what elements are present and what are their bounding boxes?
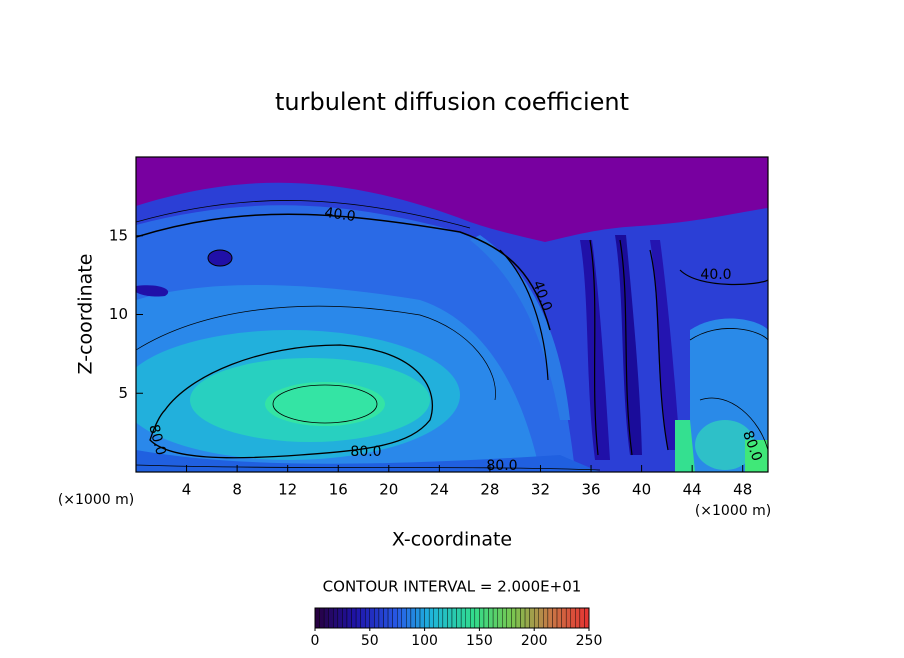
y-tick-label: 10 [109,305,128,323]
colorbar-cell [575,607,581,629]
colorbar-cell [419,607,425,629]
x-tick-label: 12 [278,481,297,499]
colorbar-cell [397,607,402,629]
x-tick-label: 36 [581,481,600,499]
colorbar-cell [529,607,535,629]
colorbar-frame [314,607,590,629]
colorbar-cell [337,607,343,629]
contour-lines [136,200,768,471]
colorbar-cell [561,607,567,629]
colorbar-cell [460,607,466,629]
colorbar-cell [584,607,590,629]
x-tick-label: 28 [480,481,499,499]
colorbar-cell [433,607,439,629]
colorbar-cell [410,607,416,629]
colorbar-cell [538,607,544,629]
colorbar-cell [442,607,448,629]
colorbar-cell [355,607,361,629]
colorbar-cell [479,607,485,629]
colorbar-cell [365,607,371,629]
colorbar-cell [579,607,585,629]
x-unit-label: (×1000 m) [695,503,771,519]
colorbar-cell [438,607,444,629]
colorbar-cell [415,607,421,629]
colorbar-cell [534,607,539,629]
colorbar-cell [451,607,457,629]
y-axis-label: Z-coordinate [75,254,97,375]
colorbar-cell [319,607,325,629]
colorbar-cell [323,607,329,629]
x-axis-label: X-coordinate [392,529,512,551]
colorbar-tick-label: 150 [466,633,493,649]
colorbar-cell [406,607,412,629]
colorbar-cell [333,607,339,629]
colorbar-cell [524,607,530,629]
colorbar-cell [565,607,571,629]
colorbar-cell [387,607,393,629]
colorbar-cell [392,607,398,629]
colorbar-tick-label: 250 [576,633,603,649]
colorbar-cell [369,607,375,629]
colorbar-cell [502,607,508,629]
colorbar-cell [374,607,380,629]
colorbar-cell [424,607,430,629]
colorbar-tick-label: 0 [311,633,320,649]
contour-interval: CONTOUR INTERVAL = 2.000E+01 [323,578,582,596]
colorbar-cell [342,607,348,629]
x-tick-label: 32 [531,481,550,499]
x-tick-label: 4 [182,481,192,499]
colorbar-cell [483,607,489,629]
colorbar-cell [346,607,352,629]
y-tick-label: 5 [118,384,128,402]
colorbar-cell [506,607,512,629]
colorbar-cell [547,607,553,629]
colorbar-cell [428,607,434,629]
colorbar-cell [474,607,480,629]
contour-label: 40.0 [323,205,356,225]
x-tick-label: 24 [430,481,449,499]
x-tick-label: 20 [379,481,398,499]
colorbar-cell [556,607,562,629]
colorbar-cell [470,607,476,629]
colorbar-cell [552,607,558,629]
colorbar-cell [492,607,498,629]
colorbar-tick-label: 100 [411,633,438,649]
contour-label: 40.0 [700,267,731,283]
x-tick-label: 44 [683,481,702,499]
colorbar-cell [378,607,384,629]
colorbar-cell [314,607,320,629]
colorbar-cell [360,607,366,629]
colorbar-cell [511,607,517,629]
colorbar-cell [543,607,549,629]
y-unit-label: (×1000 m) [58,492,134,508]
colorbar-tick-label: 50 [361,633,379,649]
colorbar-cell [515,607,521,629]
colorbar-cell [488,607,494,629]
colorbar-cell [401,607,407,629]
contour-field [136,157,768,472]
colorbar-cell [497,607,503,629]
colorbar-cell [570,607,576,629]
y-tick-label: 15 [109,226,128,244]
contour-label: 80.0 [350,444,381,460]
x-tick-label: 16 [329,481,348,499]
x-tick-label: 48 [733,481,752,499]
colorbar-cell [351,607,357,629]
contour-label: 80.0 [145,423,169,457]
contour-label: 80.0 [486,458,517,474]
x-tick-label: 8 [232,481,242,499]
chart-title: turbulent diffusion coefficient [275,88,629,116]
colorbar-cell [465,607,471,629]
colorbar-cell [447,607,453,629]
colorbar-cell [520,607,526,629]
colorbar-tick-label: 200 [521,633,548,649]
colorbar-cell [456,607,462,629]
colorbar-cell [328,607,334,629]
x-tick-label: 40 [632,481,651,499]
colorbar-cell [383,607,389,629]
